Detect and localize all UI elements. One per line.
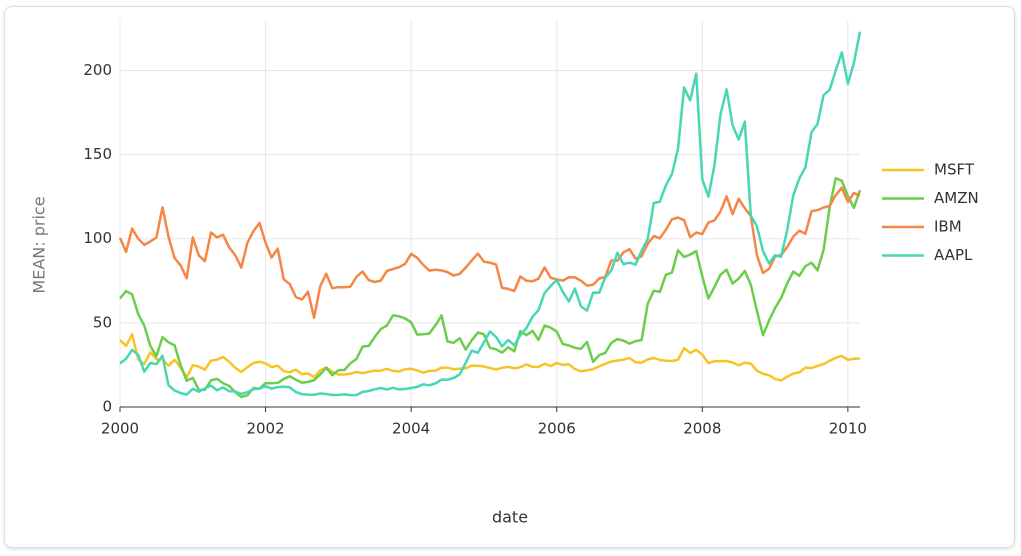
x-tick-label: 2000 <box>101 420 139 438</box>
x-axis-label: date <box>492 508 528 527</box>
y-tick-label: 0 <box>102 398 112 416</box>
x-tick-label: 2006 <box>538 420 576 438</box>
legend-label: IBM <box>934 218 962 236</box>
x-tick-label: 2002 <box>246 420 284 438</box>
legend-label: AMZN <box>934 189 979 207</box>
card <box>4 6 1015 548</box>
y-tick-label: 100 <box>83 229 112 247</box>
y-tick-label: 200 <box>83 61 112 79</box>
x-tick-label: 2008 <box>683 420 721 438</box>
x-tick-label: 2004 <box>392 420 430 438</box>
line <box>118 186 861 320</box>
legend-label: AAPL <box>934 246 973 264</box>
y-tick-label: 150 <box>83 145 112 163</box>
line <box>119 333 861 382</box>
y-axis-label: MEAN: price <box>30 196 49 293</box>
line <box>119 177 862 399</box>
y-tick-label: 50 <box>93 313 112 331</box>
x-tick-label: 2010 <box>829 420 867 438</box>
legend-label: MSFT <box>934 161 975 179</box>
line <box>119 31 862 397</box>
